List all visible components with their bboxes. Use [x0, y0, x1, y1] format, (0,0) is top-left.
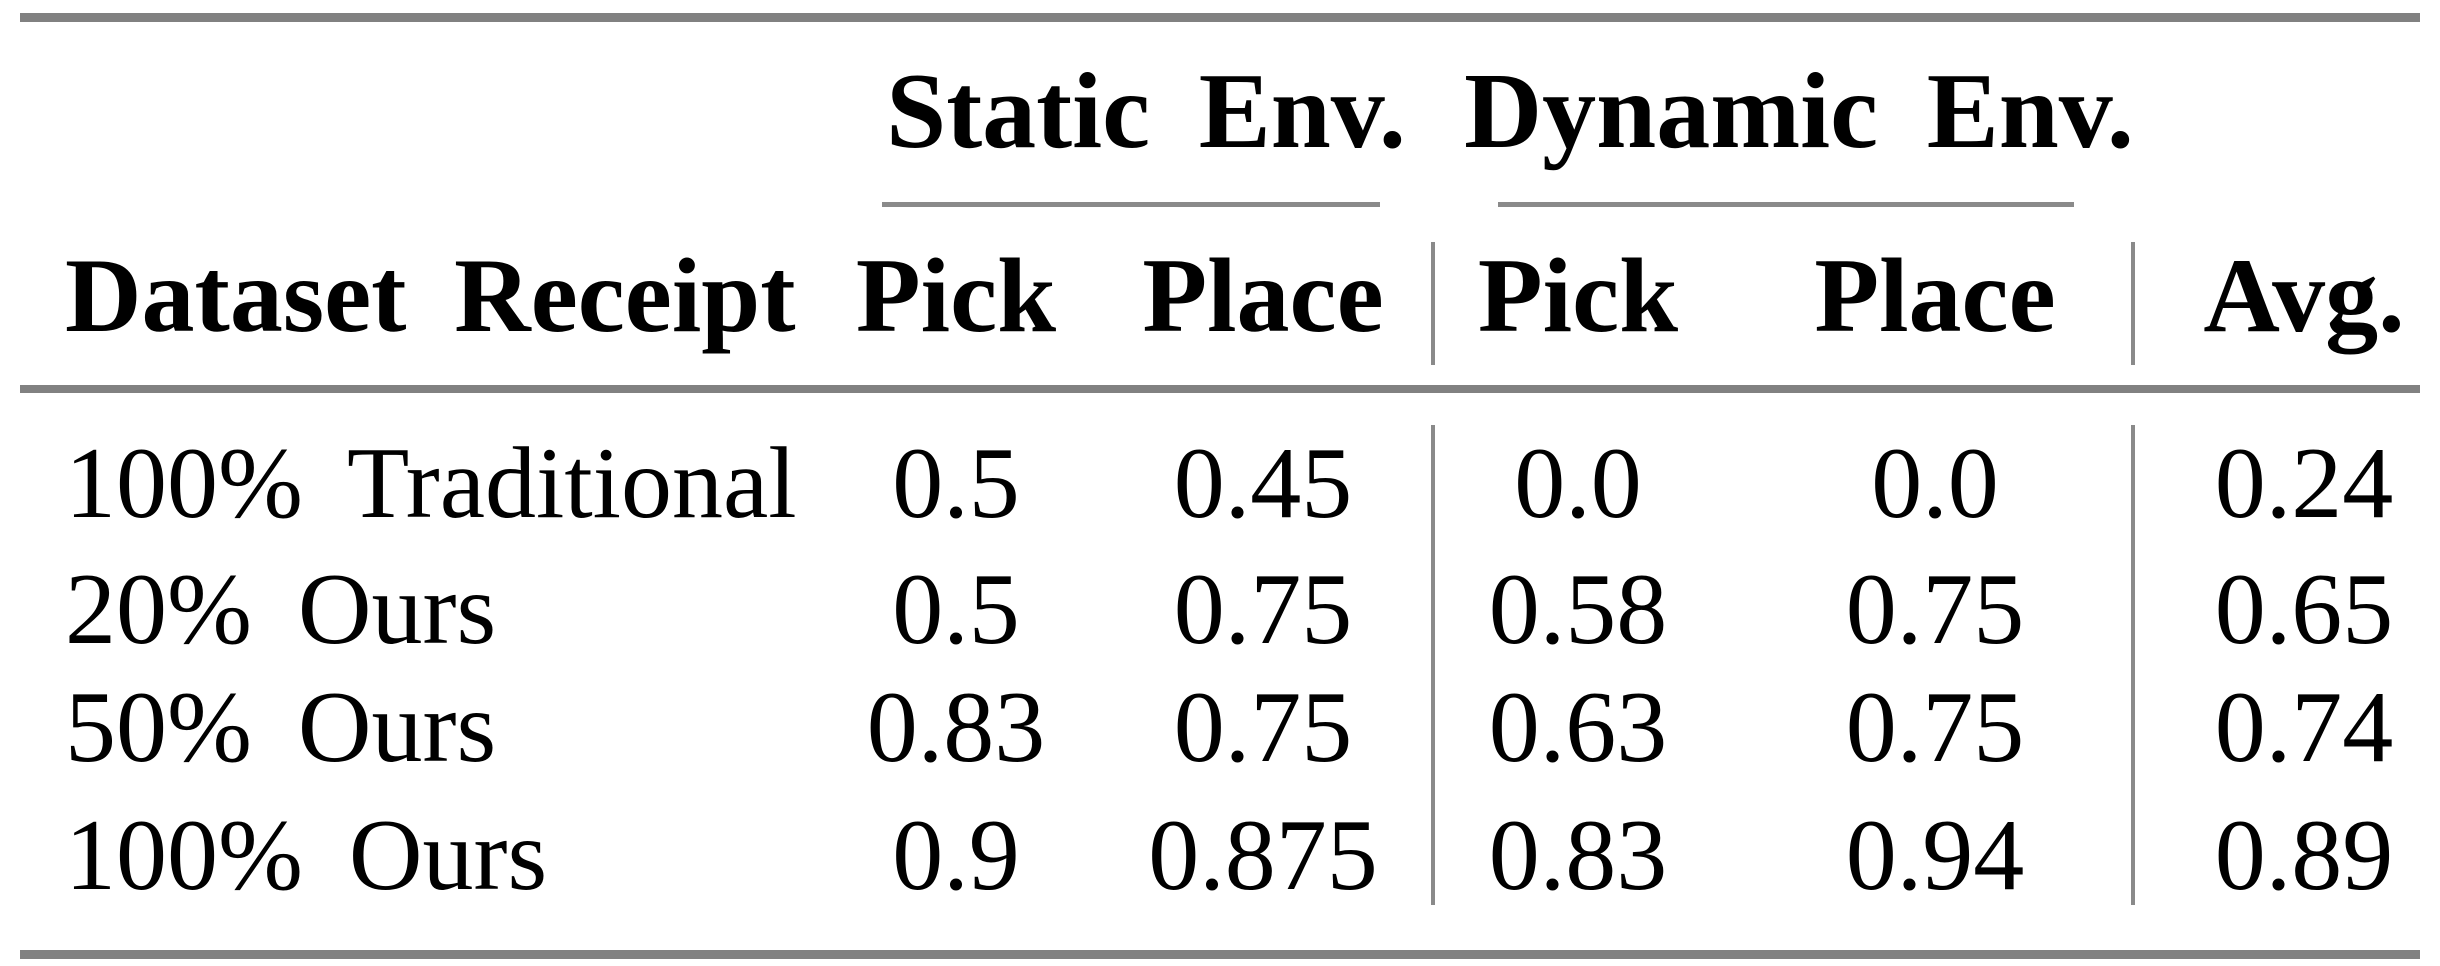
cell-dynamic-pick: 0.58: [1488, 553, 1668, 666]
cell-dynamic-pick: 0.83: [1488, 799, 1668, 912]
group-header-dynamic-env: Dynamic Env.: [1464, 52, 2134, 171]
row-label: 20% Ours: [65, 553, 497, 666]
column-header-avg: Avg.: [2203, 237, 2405, 354]
row-label: 100% Ours: [65, 799, 548, 912]
vertical-rule-avg-header: [2131, 242, 2135, 365]
cell-dynamic-place: 0.75: [1845, 553, 2025, 666]
table-header-midrule: [20, 385, 2420, 393]
cell-avg: 0.65: [2214, 553, 2394, 666]
cell-static-pick: 0.5: [892, 427, 1020, 540]
row-label: 100% Traditional: [65, 427, 797, 540]
cell-avg: 0.74: [2214, 671, 2394, 784]
column-header-dynamic-place: Place: [1814, 237, 2056, 354]
cell-static-place: 0.875: [1148, 799, 1378, 912]
static-env-cmidrule: [882, 202, 1380, 207]
cell-static-pick: 0.9: [892, 799, 1020, 912]
table-bottom-rule: [20, 950, 2420, 959]
column-header-dynamic-pick: Pick: [1477, 237, 1679, 354]
cell-dynamic-place: 0.94: [1845, 799, 2025, 912]
cell-static-pick: 0.5: [892, 553, 1020, 666]
cell-dynamic-place: 0.0: [1871, 427, 1999, 540]
table-top-rule: [20, 13, 2420, 22]
cell-dynamic-pick: 0.0: [1514, 427, 1642, 540]
cell-static-place: 0.75: [1173, 671, 1353, 784]
cell-avg: 0.24: [2214, 427, 2394, 540]
vertical-rule-static-dynamic-header: [1431, 242, 1435, 365]
cell-dynamic-place: 0.75: [1845, 671, 2025, 784]
vertical-rule-static-dynamic-body: [1431, 425, 1435, 905]
dynamic-env-cmidrule: [1498, 202, 2074, 207]
cell-static-place: 0.75: [1173, 553, 1353, 666]
group-header-static-env: Static Env.: [886, 52, 1406, 171]
cell-dynamic-pick: 0.63: [1488, 671, 1668, 784]
cell-avg: 0.89: [2214, 799, 2394, 912]
column-header-dataset-receipt: Dataset Receipt: [65, 237, 796, 354]
column-header-static-pick: Pick: [855, 237, 1057, 354]
cell-static-pick: 0.83: [866, 671, 1046, 784]
cell-static-place: 0.45: [1173, 427, 1353, 540]
column-header-static-place: Place: [1142, 237, 1384, 354]
vertical-rule-avg-body: [2131, 425, 2135, 905]
row-label: 50% Ours: [65, 671, 497, 784]
